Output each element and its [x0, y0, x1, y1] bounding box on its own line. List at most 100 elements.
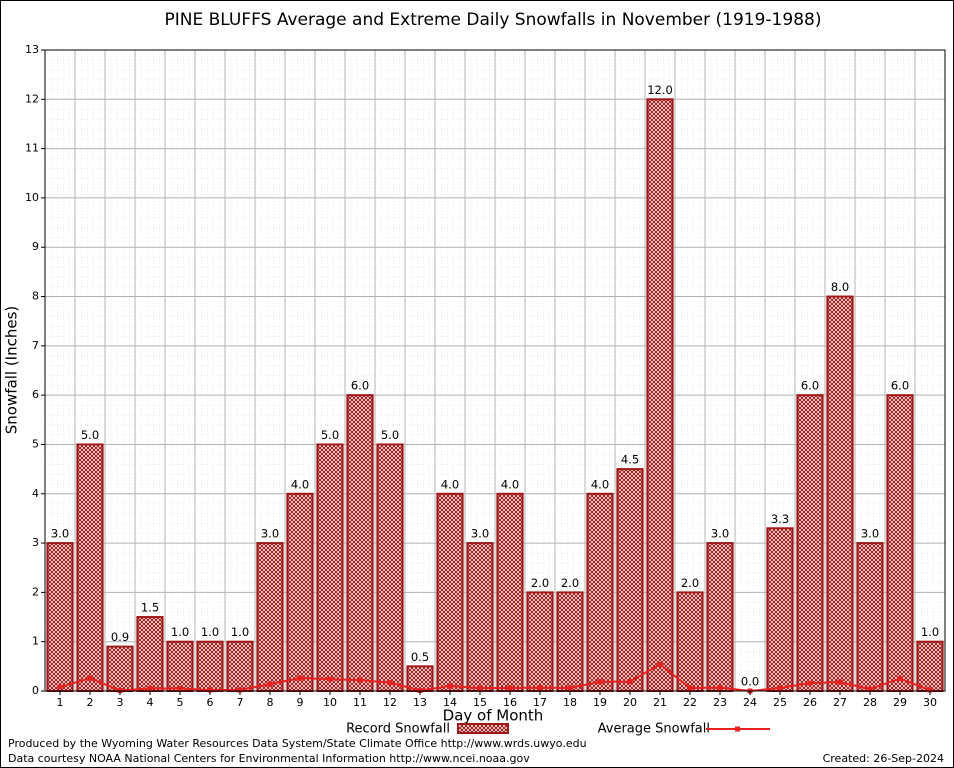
value-label: 3.0	[51, 527, 69, 541]
value-label: 1.0	[171, 625, 189, 639]
line	[59, 663, 931, 693]
bar	[676, 591, 704, 693]
value-label: 1.0	[921, 625, 939, 639]
marker	[267, 681, 273, 687]
marker	[297, 675, 303, 681]
value-label: 3.3	[771, 512, 789, 526]
bar	[286, 492, 314, 692]
bar	[226, 640, 254, 693]
y-tick-label: 1	[32, 635, 39, 648]
x-axis-label: Day of Month	[443, 707, 544, 725]
x-tick-label: 28	[863, 696, 877, 709]
bar	[346, 394, 374, 692]
value-label: 1.0	[201, 625, 219, 639]
x-tick-label: 23	[713, 696, 727, 709]
value-label: 6.0	[801, 379, 819, 393]
marker	[837, 679, 843, 685]
marker	[867, 686, 873, 692]
value-label: 6.0	[351, 379, 369, 393]
x-tick-label: 22	[683, 696, 697, 709]
y-tick-label: 6	[32, 388, 39, 401]
value-label: 4.0	[501, 477, 519, 491]
bar	[256, 542, 284, 692]
chart-title: PINE BLUFFS Average and Extreme Daily Sn…	[165, 10, 822, 30]
bar	[526, 591, 554, 693]
bar	[706, 542, 734, 692]
bar	[376, 443, 404, 693]
bar	[106, 645, 134, 692]
bar	[76, 443, 104, 693]
value-label: 0.9	[111, 630, 129, 644]
x-tick-label: 7	[237, 696, 244, 709]
x-tick-label: 18	[563, 696, 577, 709]
x-tick-label: 3	[117, 696, 124, 709]
plot-border	[44, 49, 946, 692]
marker	[357, 677, 363, 683]
value-label: 0.0	[741, 675, 759, 689]
x-tick-label: 24	[743, 696, 757, 709]
y-tick-label: 0	[32, 684, 39, 697]
x-tick-label: 21	[653, 696, 667, 709]
legend-label: Record Snowfall	[346, 722, 450, 737]
x-tick-label: 29	[893, 696, 907, 709]
value-label: 4.0	[441, 477, 459, 491]
y-tick-label: 11	[25, 142, 39, 155]
x-tick-label: 27	[833, 696, 847, 709]
legend-swatch	[735, 726, 740, 732]
y-tick-label: 12	[25, 92, 39, 105]
x-tick-label: 5	[177, 696, 184, 709]
x-tick-label: 26	[803, 696, 817, 709]
x-tick-label: 30	[923, 696, 937, 709]
x-tick-label: 8	[267, 696, 274, 709]
marker	[237, 687, 243, 693]
y-tick-label: 7	[32, 339, 39, 352]
x-tick-label: 10	[323, 696, 337, 709]
value-label: 2.0	[681, 576, 699, 590]
marker	[447, 683, 453, 689]
bar	[316, 443, 344, 693]
marker	[807, 680, 813, 686]
value-label: 5.0	[81, 428, 99, 442]
marker	[147, 686, 153, 692]
bar	[856, 542, 884, 692]
x-tick-label: 20	[623, 696, 637, 709]
value-label: 12.0	[647, 83, 673, 97]
x-tick-label: 11	[353, 696, 367, 709]
x-tick-label: 9	[297, 696, 304, 709]
y-tick-label: 5	[32, 437, 39, 450]
x-tick-label: 16	[503, 696, 517, 709]
x-tick-label: 6	[207, 696, 214, 709]
value-label: 6.0	[891, 379, 909, 393]
value-label: 0.5	[411, 650, 429, 664]
bar	[586, 492, 614, 692]
value-label: 2.0	[561, 576, 579, 590]
marker	[507, 685, 513, 691]
marker	[327, 676, 333, 682]
value-label: 1.0	[231, 625, 249, 639]
value-label: 8.0	[831, 280, 849, 294]
bar	[886, 394, 914, 692]
marker	[567, 685, 573, 691]
marker	[657, 661, 663, 667]
bar	[826, 295, 854, 692]
marker	[477, 685, 483, 691]
marker	[687, 685, 693, 691]
x-tick-label: 25	[773, 696, 787, 709]
y-tick-label: 8	[32, 290, 39, 303]
value-label: 2.0	[531, 576, 549, 590]
value-label: 3.0	[261, 527, 279, 541]
marker	[537, 685, 543, 691]
bar	[496, 492, 524, 692]
x-tick-label: 12	[383, 696, 397, 709]
bar	[166, 640, 194, 693]
value-label: 5.0	[321, 428, 339, 442]
value-label: 4.0	[291, 477, 309, 491]
marker	[57, 684, 63, 690]
bar	[796, 394, 824, 692]
y-tick-label: 13	[25, 43, 39, 56]
value-label: 3.0	[861, 527, 879, 541]
created-date: Created: 26-Sep-2024	[823, 752, 944, 765]
footer-line: Data courtesy NOAA National Centers for …	[8, 752, 530, 765]
y-tick-label: 2	[32, 585, 39, 598]
